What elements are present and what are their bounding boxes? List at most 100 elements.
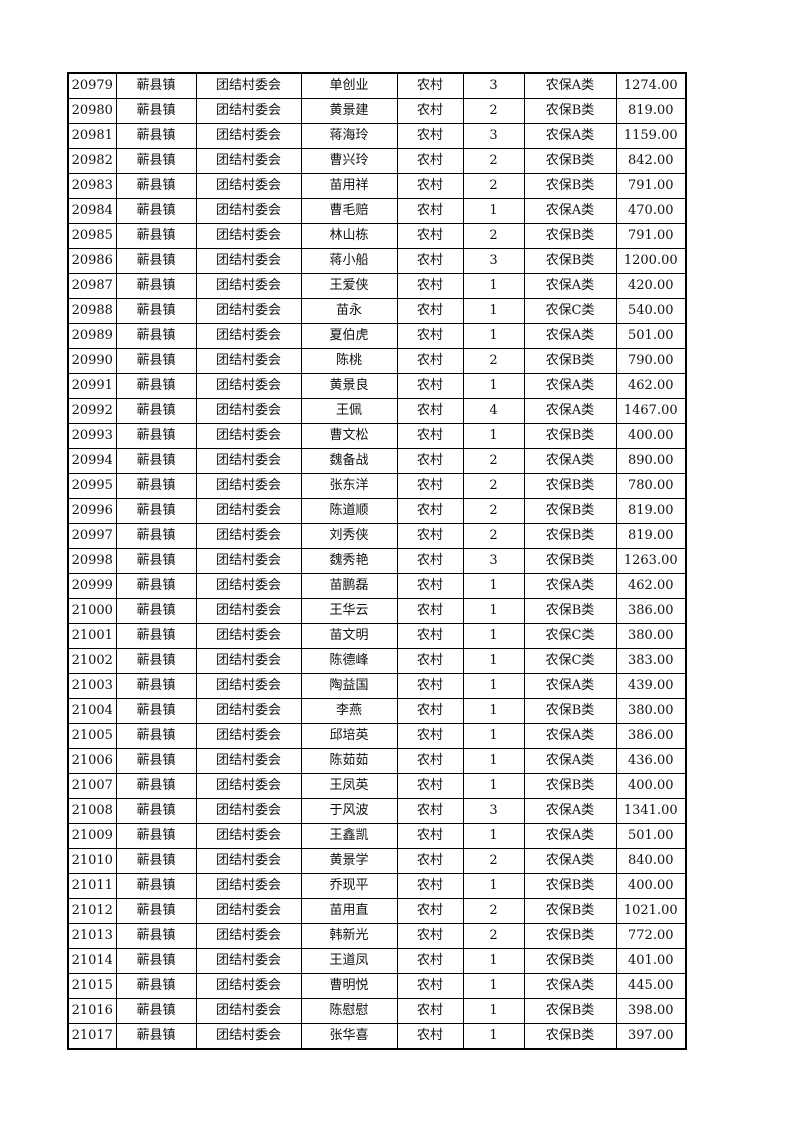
cell-residence-type: 农村 bbox=[396, 823, 464, 849]
table-row: 20990 蕲县镇 团结村委会 陈桃 农村 2 农保B类 790.00 bbox=[67, 348, 687, 374]
cell-residence-type: 农村 bbox=[396, 148, 464, 174]
cell-village-committee: 团结村委会 bbox=[195, 623, 302, 649]
cell-amount: 780.00 bbox=[615, 473, 687, 499]
cell-insurance-category: 农保B类 bbox=[523, 223, 617, 249]
cell-name: 苗鹏磊 bbox=[300, 573, 398, 599]
cell-town: 蕲县镇 bbox=[115, 148, 197, 174]
cell-household-count: 1 bbox=[462, 723, 525, 749]
cell-name: 苗用直 bbox=[300, 898, 398, 924]
cell-residence-type: 农村 bbox=[396, 798, 464, 824]
cell-village-committee: 团结村委会 bbox=[195, 273, 302, 299]
cell-insurance-category: 农保B类 bbox=[523, 1023, 617, 1050]
cell-name: 刘秀侠 bbox=[300, 523, 398, 549]
cell-residence-type: 农村 bbox=[396, 223, 464, 249]
cell-record-id: 21002 bbox=[67, 648, 117, 674]
cell-name: 单创业 bbox=[300, 72, 398, 99]
cell-record-id: 20998 bbox=[67, 548, 117, 574]
cell-name: 林山栋 bbox=[300, 223, 398, 249]
cell-village-committee: 团结村委会 bbox=[195, 1023, 302, 1050]
cell-village-committee: 团结村委会 bbox=[195, 598, 302, 624]
cell-household-count: 3 bbox=[462, 123, 525, 149]
cell-record-id: 21006 bbox=[67, 748, 117, 774]
cell-village-committee: 团结村委会 bbox=[195, 448, 302, 474]
cell-name: 陈桃 bbox=[300, 348, 398, 374]
cell-town: 蕲县镇 bbox=[115, 648, 197, 674]
cell-amount: 772.00 bbox=[615, 923, 687, 949]
cell-record-id: 21010 bbox=[67, 848, 117, 874]
cell-town: 蕲县镇 bbox=[115, 773, 197, 799]
cell-name: 陈慰慰 bbox=[300, 998, 398, 1024]
cell-household-count: 2 bbox=[462, 473, 525, 499]
cell-insurance-category: 农保A类 bbox=[523, 823, 617, 849]
cell-record-id: 21007 bbox=[67, 773, 117, 799]
records-table: 20979 蕲县镇 团结村委会 单创业 农村 3 农保A类 1274.00 20980 蕲县镇 团结… bbox=[67, 72, 687, 1050]
cell-residence-type: 农村 bbox=[396, 873, 464, 899]
table-row: 21015 蕲县镇 团结村委会 曹明悦 农村 1 农保A类 445.00 bbox=[67, 973, 687, 999]
cell-name: 夏伯虎 bbox=[300, 323, 398, 349]
cell-insurance-category: 农保A类 bbox=[523, 448, 617, 474]
table-row: 21012 蕲县镇 团结村委会 苗用直 农村 2 农保B类 1021.00 bbox=[67, 898, 687, 924]
cell-town: 蕲县镇 bbox=[115, 248, 197, 274]
cell-village-committee: 团结村委会 bbox=[195, 348, 302, 374]
cell-residence-type: 农村 bbox=[396, 173, 464, 199]
table-row: 20991 蕲县镇 团结村委会 黄景良 农村 1 农保A类 462.00 bbox=[67, 373, 687, 399]
cell-household-count: 2 bbox=[462, 223, 525, 249]
cell-record-id: 21003 bbox=[67, 673, 117, 699]
table-row: 20994 蕲县镇 团结村委会 魏备战 农村 2 农保A类 890.00 bbox=[67, 448, 687, 474]
cell-household-count: 2 bbox=[462, 98, 525, 124]
cell-town: 蕲县镇 bbox=[115, 473, 197, 499]
cell-town: 蕲县镇 bbox=[115, 798, 197, 824]
cell-village-committee: 团结村委会 bbox=[195, 148, 302, 174]
cell-household-count: 1 bbox=[462, 873, 525, 899]
cell-amount: 420.00 bbox=[615, 273, 687, 299]
cell-record-id: 20980 bbox=[67, 98, 117, 124]
cell-name: 苗文明 bbox=[300, 623, 398, 649]
cell-town: 蕲县镇 bbox=[115, 673, 197, 699]
table-row: 20981 蕲县镇 团结村委会 蒋海玲 农村 3 农保A类 1159.00 bbox=[67, 123, 687, 149]
cell-household-count: 1 bbox=[462, 298, 525, 324]
cell-record-id: 20994 bbox=[67, 448, 117, 474]
cell-record-id: 20985 bbox=[67, 223, 117, 249]
cell-household-count: 1 bbox=[462, 273, 525, 299]
cell-record-id: 20993 bbox=[67, 423, 117, 449]
cell-village-committee: 团结村委会 bbox=[195, 72, 302, 99]
cell-household-count: 1 bbox=[462, 623, 525, 649]
cell-name: 王道凤 bbox=[300, 948, 398, 974]
cell-household-count: 2 bbox=[462, 848, 525, 874]
cell-town: 蕲县镇 bbox=[115, 448, 197, 474]
cell-record-id: 21013 bbox=[67, 923, 117, 949]
table-row: 20997 蕲县镇 团结村委会 刘秀侠 农村 2 农保B类 819.00 bbox=[67, 523, 687, 549]
cell-village-committee: 团结村委会 bbox=[195, 973, 302, 999]
cell-amount: 380.00 bbox=[615, 623, 687, 649]
cell-insurance-category: 农保A类 bbox=[523, 798, 617, 824]
cell-amount: 501.00 bbox=[615, 823, 687, 849]
cell-insurance-category: 农保B类 bbox=[523, 98, 617, 124]
cell-amount: 819.00 bbox=[615, 98, 687, 124]
cell-village-committee: 团结村委会 bbox=[195, 323, 302, 349]
cell-household-count: 2 bbox=[462, 923, 525, 949]
cell-residence-type: 农村 bbox=[396, 923, 464, 949]
table-row: 20987 蕲县镇 团结村委会 王爱侠 农村 1 农保A类 420.00 bbox=[67, 273, 687, 299]
table-row: 20993 蕲县镇 团结村委会 曹文松 农村 1 农保B类 400.00 bbox=[67, 423, 687, 449]
cell-town: 蕲县镇 bbox=[115, 72, 197, 99]
cell-insurance-category: 农保B类 bbox=[523, 698, 617, 724]
cell-household-count: 1 bbox=[462, 973, 525, 999]
cell-name: 陶益国 bbox=[300, 673, 398, 699]
cell-amount: 1263.00 bbox=[615, 548, 687, 574]
cell-name: 张东洋 bbox=[300, 473, 398, 499]
cell-name: 黄景良 bbox=[300, 373, 398, 399]
cell-residence-type: 农村 bbox=[396, 348, 464, 374]
cell-name: 黄景学 bbox=[300, 848, 398, 874]
cell-amount: 386.00 bbox=[615, 598, 687, 624]
cell-village-committee: 团结村委会 bbox=[195, 898, 302, 924]
table-row: 21009 蕲县镇 团结村委会 王鑫凯 农村 1 农保A类 501.00 bbox=[67, 823, 687, 849]
cell-record-id: 20983 bbox=[67, 173, 117, 199]
cell-town: 蕲县镇 bbox=[115, 898, 197, 924]
cell-amount: 462.00 bbox=[615, 573, 687, 599]
cell-amount: 1200.00 bbox=[615, 248, 687, 274]
cell-town: 蕲县镇 bbox=[115, 348, 197, 374]
cell-town: 蕲县镇 bbox=[115, 198, 197, 224]
cell-insurance-category: 农保B类 bbox=[523, 473, 617, 499]
cell-insurance-category: 农保B类 bbox=[523, 523, 617, 549]
table-row: 21003 蕲县镇 团结村委会 陶益国 农村 1 农保A类 439.00 bbox=[67, 673, 687, 699]
